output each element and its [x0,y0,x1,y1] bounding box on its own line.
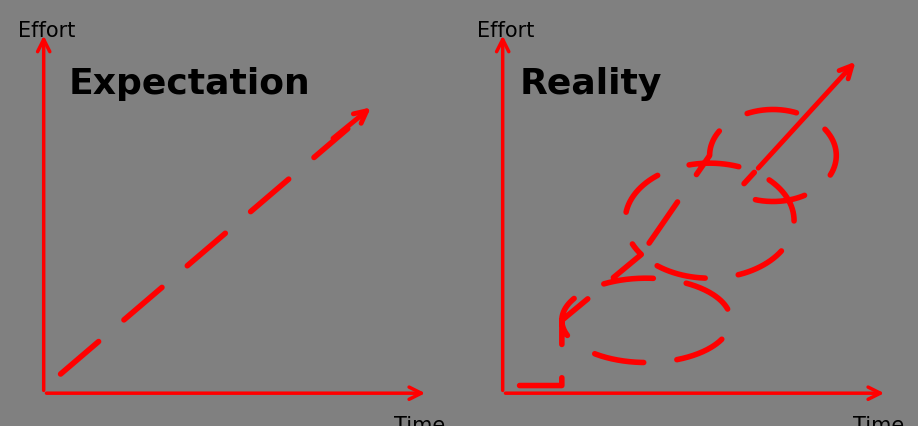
Text: Effort: Effort [477,21,534,41]
Text: Time: Time [853,416,904,426]
Text: Reality: Reality [520,67,662,101]
Text: Time: Time [394,416,445,426]
Text: Effort: Effort [18,21,75,41]
Text: Expectation: Expectation [69,67,311,101]
